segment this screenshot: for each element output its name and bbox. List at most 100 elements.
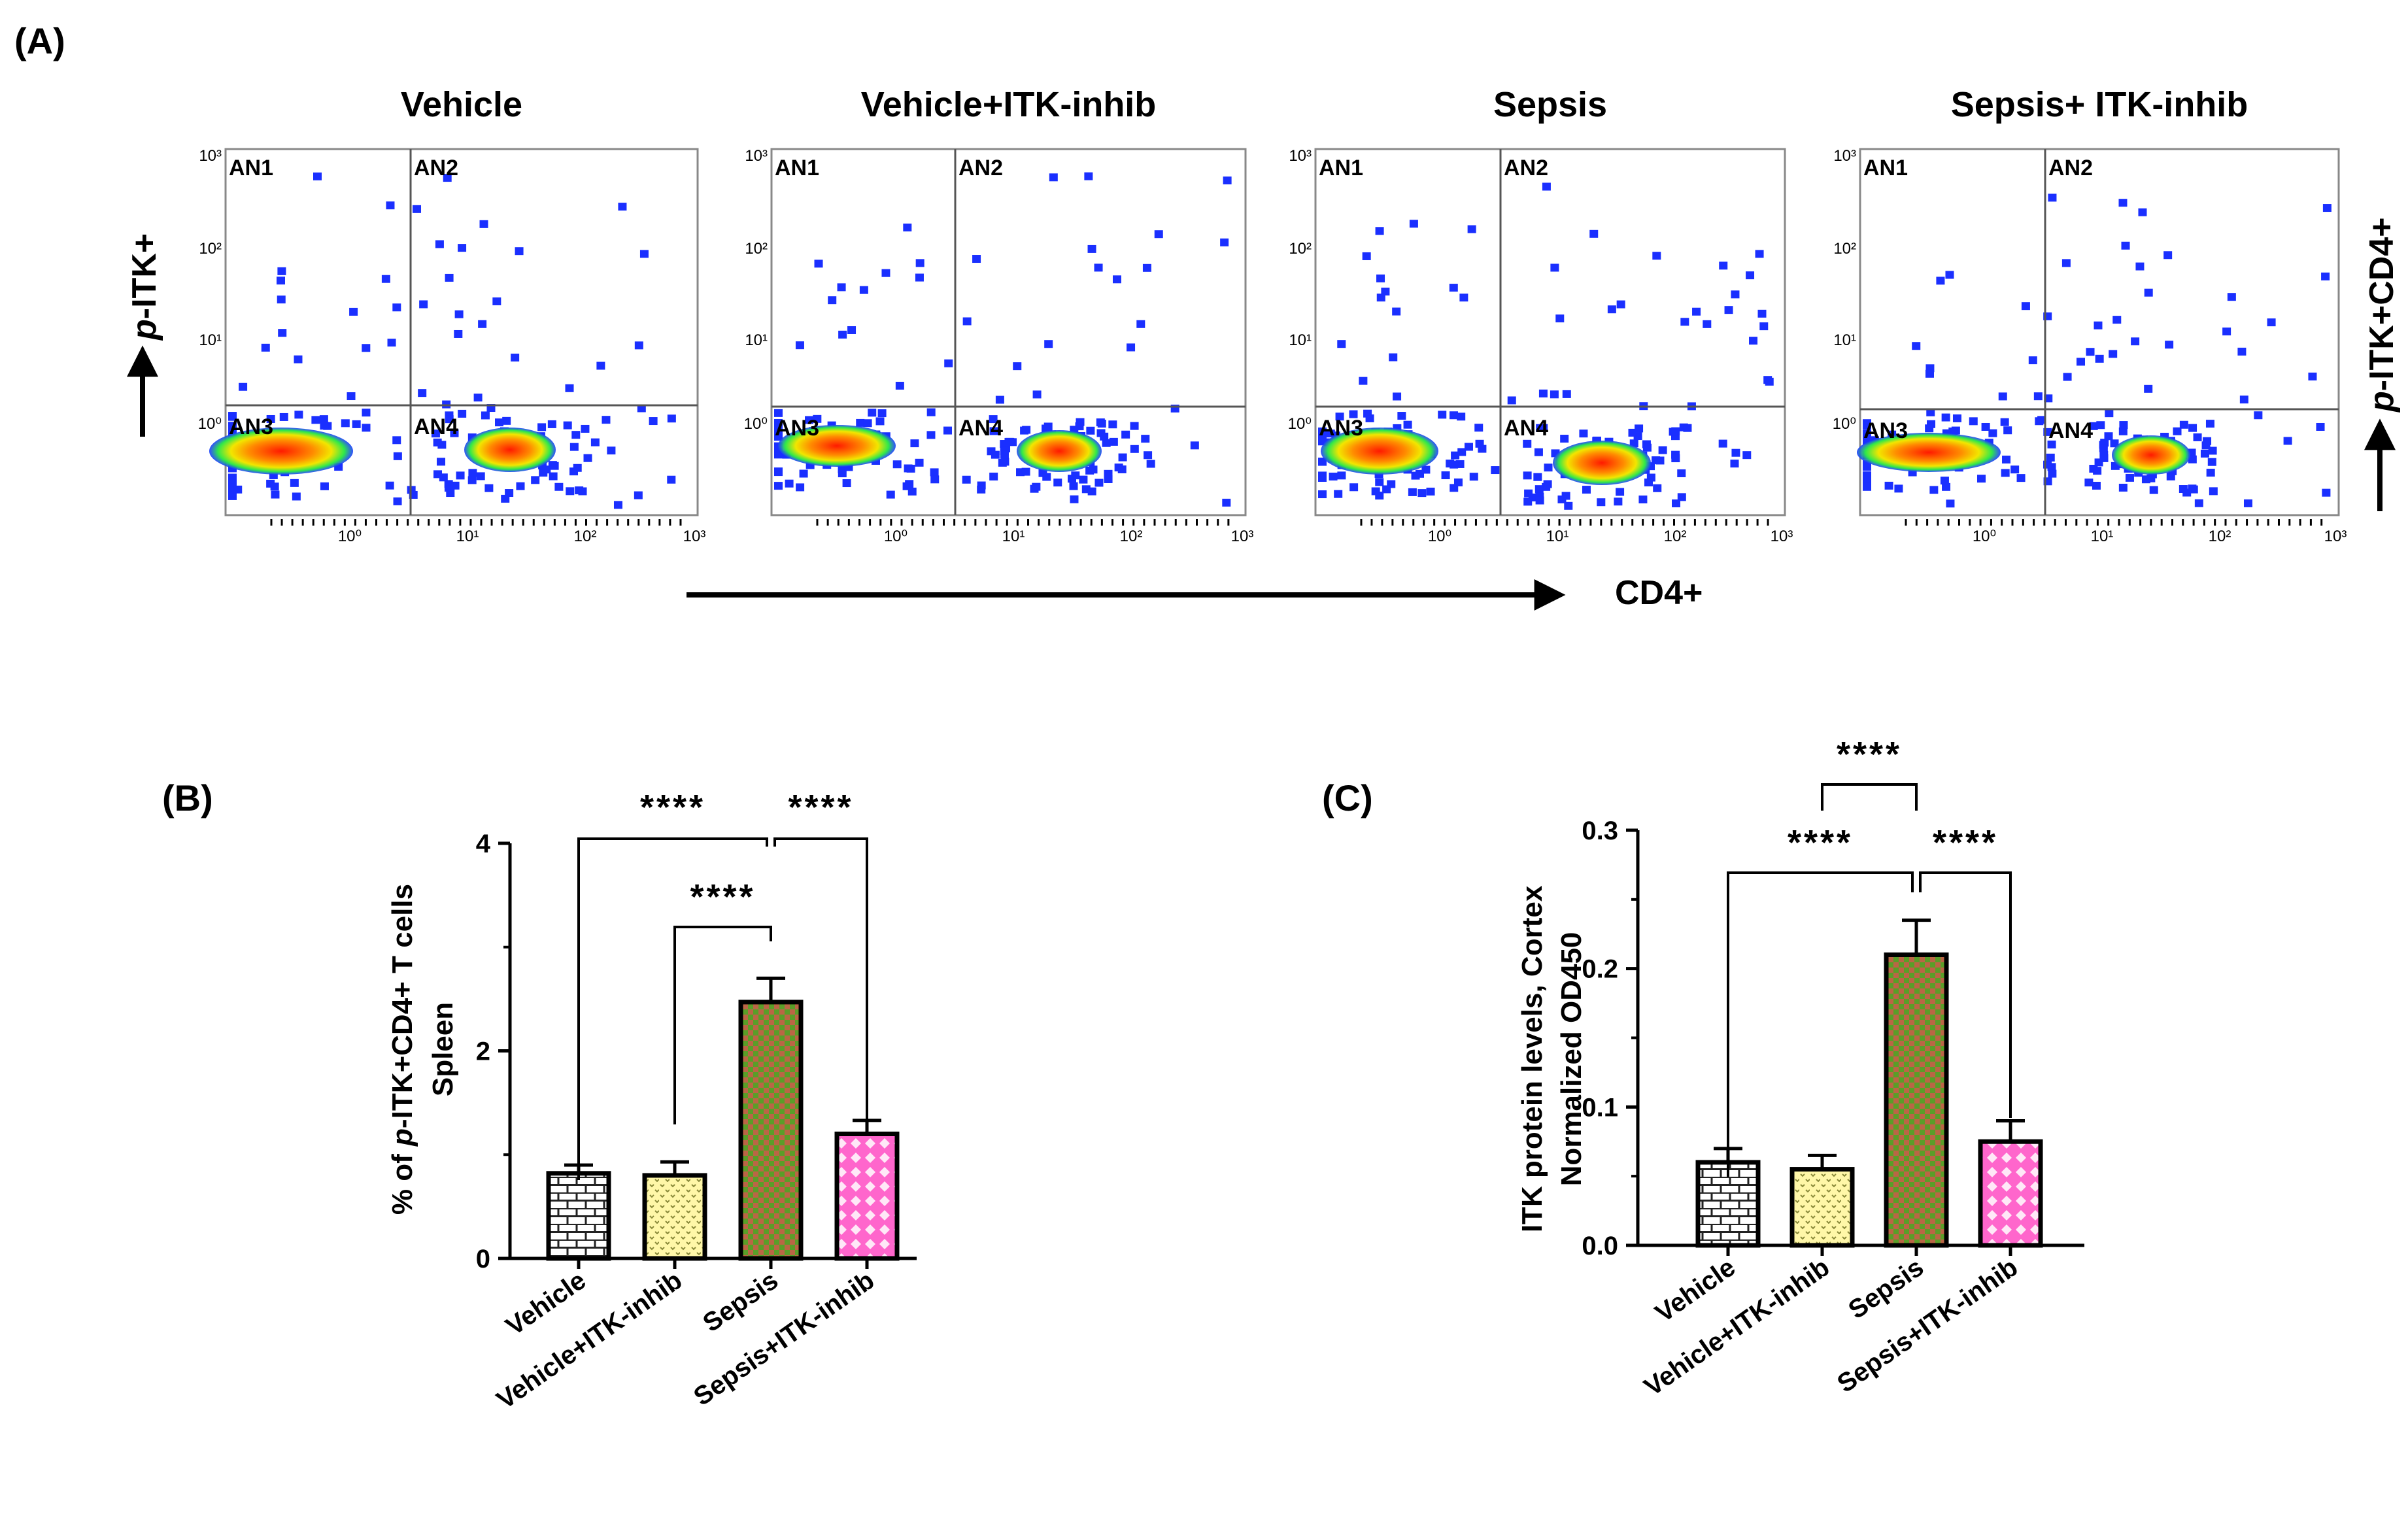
facs-event <box>2093 467 2102 475</box>
x-category-label: Sepsis <box>1843 1253 1929 1324</box>
facs-event <box>565 384 574 392</box>
facs-event <box>2316 422 2325 431</box>
facs-y-decade: 10² <box>1289 240 1312 258</box>
facs-event <box>501 494 510 503</box>
facs-event <box>481 411 490 420</box>
facs-event <box>1523 497 1533 506</box>
facs-event <box>1755 250 1764 258</box>
significance-bracket <box>773 837 868 1126</box>
facs-event <box>1523 439 1532 448</box>
facs-event <box>1582 486 1591 494</box>
facs-event <box>977 485 986 494</box>
facs-event <box>1121 430 1130 439</box>
facs-x-decade: 10⁰ <box>1428 528 1451 545</box>
facs-event <box>2021 302 2030 311</box>
facs-event <box>1032 482 1041 491</box>
facs-event <box>2222 328 2231 336</box>
facs-event <box>279 413 288 421</box>
facs-y-decade: 10¹ <box>745 331 768 349</box>
facs-event <box>1731 290 1740 299</box>
bar-vehicle-itk-inhib <box>642 1173 707 1261</box>
facs-event <box>2094 458 2103 467</box>
facs-event <box>907 487 917 496</box>
facs-y-decade: 10¹ <box>1833 331 1856 349</box>
facs-quadrant-label: AN4 <box>1504 416 1548 441</box>
facs-event <box>1550 390 1559 399</box>
facs-event <box>1426 487 1435 496</box>
facs-event <box>2095 354 2104 363</box>
facs-event <box>1544 463 1553 472</box>
facs-event <box>2063 373 2072 381</box>
facs-x-decade: 10² <box>1664 528 1687 545</box>
facs-event <box>915 458 924 467</box>
facs-event <box>2001 469 2010 477</box>
facs-event <box>542 465 551 474</box>
facs-event <box>1557 495 1567 503</box>
facs-event <box>473 394 483 402</box>
facs-event <box>1363 409 1372 418</box>
facs-event <box>1142 263 1151 272</box>
facs-event <box>515 247 524 256</box>
facs-event <box>392 436 401 445</box>
facs-plot-2: Vehicle+ITK-inhib AN1 AN2 AN3 AN4 10³ 10² 10¹ 10… <box>744 85 1254 545</box>
facs-y-decade: 10⁰ <box>198 415 222 433</box>
facs-event <box>228 476 237 484</box>
facs-event <box>270 482 279 491</box>
facs-event <box>1703 320 1712 328</box>
facs-event <box>962 317 972 326</box>
bar-chart-spleen: % of p-ITK+CD4+ T cells Spleen 0 2 4 Vehicl… <box>386 788 917 1415</box>
facs-y-decade: 10² <box>199 240 222 258</box>
facs-event <box>1220 238 1229 246</box>
facs-event <box>1533 473 1542 481</box>
facs-event <box>838 330 847 339</box>
facs-event <box>313 172 322 180</box>
facs-event <box>1538 389 1548 397</box>
facs-event <box>2141 475 2150 484</box>
facs-event <box>362 344 371 352</box>
facs-event <box>1130 445 1139 453</box>
facs-event <box>2254 411 2263 420</box>
facs-event <box>1863 421 1871 430</box>
facs-event <box>1389 353 1398 362</box>
facs-event <box>1397 412 1406 420</box>
facs-event <box>2002 455 2011 463</box>
bar-sepsis <box>1884 952 1949 1248</box>
facs-event <box>1459 294 1468 302</box>
facs-event <box>842 479 851 488</box>
bar-chart-cortex: ITK protein levels, Cortex Normalized OD… <box>1516 735 2084 1402</box>
facs-event <box>1555 314 1565 323</box>
facs-event <box>2089 422 2098 430</box>
facs-event <box>667 414 676 423</box>
facs-event <box>895 382 904 390</box>
facs-event <box>492 297 501 305</box>
facs-event <box>2188 455 2197 463</box>
chart-b-y-label-suffix: -ITK+CD4+ T cells <box>386 884 418 1128</box>
facs-event <box>828 296 837 305</box>
facs-event <box>1130 422 1139 430</box>
facs-event <box>446 489 455 497</box>
facs-event <box>352 420 361 428</box>
y-tick-label: 0.3 <box>1582 817 1618 845</box>
facs-y-label-italic: p <box>126 319 163 341</box>
facs-event <box>311 416 320 424</box>
facs-event <box>2048 469 2057 478</box>
panel-label-b: (B) <box>162 777 213 818</box>
facs-event <box>2308 372 2317 380</box>
facs-event <box>915 273 924 282</box>
facs-event <box>2201 441 2211 450</box>
facs-event <box>814 260 823 268</box>
facs-event <box>1671 454 1680 463</box>
facs-event <box>1089 465 1098 474</box>
facs-event <box>2144 384 2153 393</box>
facs-event <box>2194 499 2203 507</box>
facs-event <box>905 480 914 488</box>
bar-vehicle-itk-inhib <box>1789 1167 1855 1248</box>
facs-event <box>1146 460 1155 468</box>
facs-event <box>569 467 579 476</box>
facs-event <box>1086 426 1095 435</box>
facs-event <box>1392 307 1401 316</box>
facs-event <box>1635 424 1644 433</box>
facs-event <box>1469 473 1478 481</box>
facs-event <box>1112 275 1121 284</box>
facs-event <box>385 481 394 490</box>
